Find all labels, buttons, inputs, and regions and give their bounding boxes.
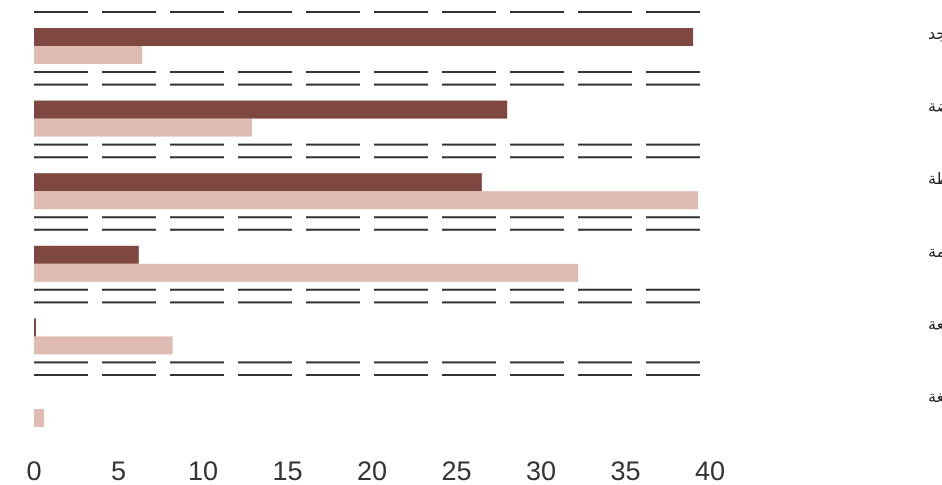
bar-light-5: [34, 409, 45, 427]
category-label: لا يوجد: [928, 24, 942, 44]
bar-light-0: [34, 46, 143, 64]
bar-light-3: [34, 263, 579, 282]
bar-dark-1: [34, 100, 508, 119]
x-tick-label: 30: [526, 456, 556, 485]
category-label: متوسطة: [928, 169, 942, 189]
bar-light-4: [34, 336, 173, 355]
bar-dark-4: [34, 318, 36, 337]
bar-dark-3: [34, 245, 139, 264]
x-tick-label: 25: [441, 456, 471, 485]
bars: [34, 28, 699, 427]
bar-dark-2: [34, 173, 482, 192]
x-tick-labels: 0 5 10 15 20 25 30 35 40: [26, 456, 725, 485]
x-tick-label: 5: [111, 456, 126, 485]
bar-light-1: [34, 118, 253, 137]
bar-dark-0: [34, 28, 694, 46]
bar-light-2: [34, 191, 699, 210]
category-label: منخفضة: [928, 97, 942, 116]
gridlines: [34, 11, 710, 376]
x-tick-label: 20: [357, 456, 387, 485]
category-label: بالغة: [928, 387, 942, 406]
x-tick-label: 10: [188, 456, 218, 485]
category-label: مرتفعة: [928, 314, 942, 334]
x-tick-label: 40: [695, 456, 725, 485]
x-tick-label: 0: [26, 456, 41, 485]
x-tick-label: 15: [272, 456, 302, 485]
x-tick-label: 35: [610, 456, 640, 485]
category-labels: لا يوجد منخفضة متوسطة جسيمة مرتفعة بالغة: [928, 24, 942, 406]
category-label: جسيمة: [928, 242, 942, 261]
